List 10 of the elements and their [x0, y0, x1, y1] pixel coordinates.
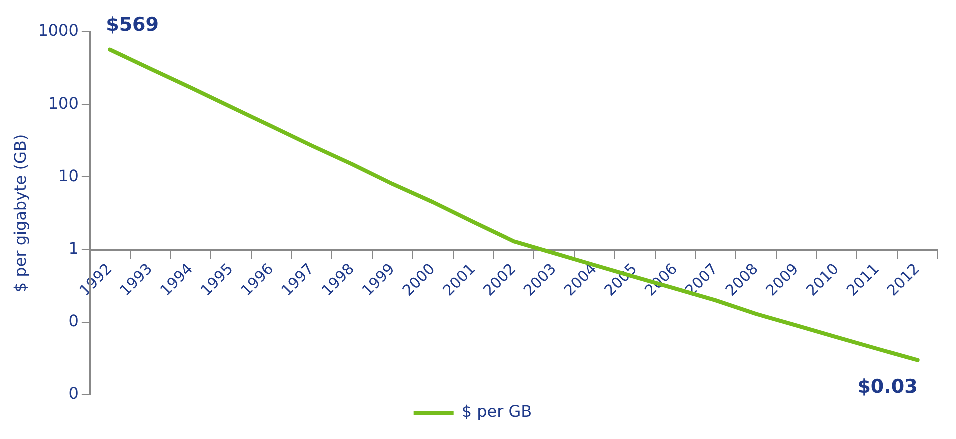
annotation: $0.03	[858, 376, 918, 398]
annotation: $569	[106, 14, 159, 36]
legend-label: $ per GB	[462, 402, 532, 422]
y-tick-label: 10	[58, 166, 79, 186]
y-tick-label: 0	[68, 384, 79, 404]
y-tick-label: 1	[68, 238, 79, 258]
y-tick-label: 1000	[38, 21, 79, 40]
y-tick-label: 100	[48, 94, 79, 113]
y-tick-label: 0	[68, 312, 79, 331]
y-axis-title: $ per gigabyte (GB)	[10, 134, 30, 293]
